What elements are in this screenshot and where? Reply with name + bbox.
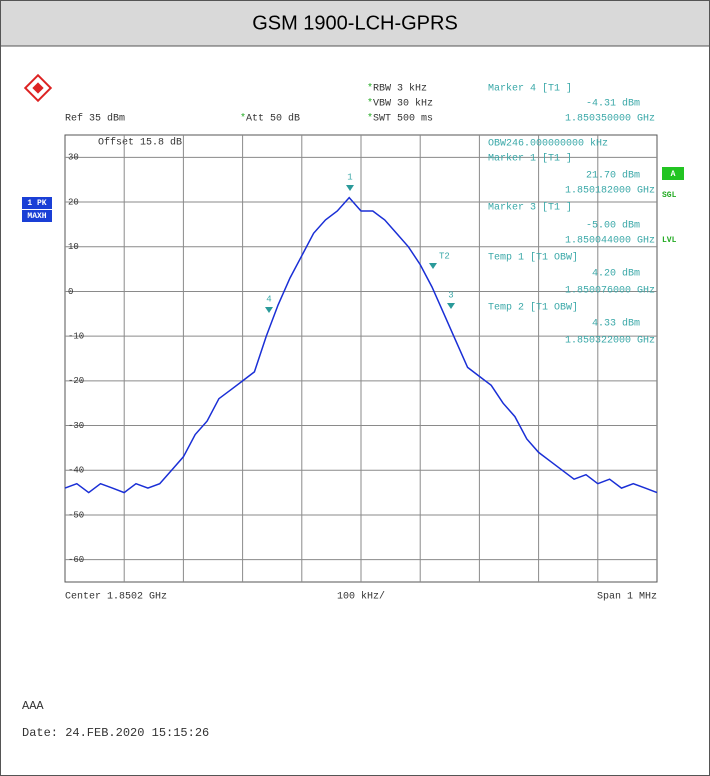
y-tick-label: -50 <box>68 510 84 520</box>
header-band <box>1 1 709 46</box>
marker-info: Marker 3 [T1 ] <box>488 202 572 214</box>
trace-label: 1 PK <box>27 199 46 208</box>
sgl: SGL <box>662 191 677 200</box>
star: * <box>240 113 246 125</box>
star: * <box>367 113 373 125</box>
y-tick-label: -10 <box>68 332 84 342</box>
marker-info: 21.70 dBm <box>586 170 640 182</box>
title: GSM 1900-LCH-GPRS <box>252 12 458 34</box>
marker-info: Marker 1 [T1 ] <box>488 153 572 165</box>
marker-info: Temp 1 [T1 OBW] <box>488 252 578 264</box>
marker-label: 1 <box>347 172 352 182</box>
marker-info: 4.20 dBm <box>592 268 640 280</box>
y-tick-label: -60 <box>68 555 84 565</box>
y-tick-label: -20 <box>68 376 84 386</box>
rbw: RBW 3 kHz <box>373 83 427 95</box>
marker <box>346 185 354 191</box>
marker-info: -5.00 dBm <box>586 220 640 232</box>
marker-info: 1.850044000 GHz <box>565 236 655 247</box>
y-tick-label: 20 <box>68 197 79 207</box>
lvl: LVL <box>662 236 677 245</box>
star: * <box>367 83 373 95</box>
span: Span 1 MHz <box>597 592 657 603</box>
trace-mode: MAXH <box>27 212 46 221</box>
date: Date: 24.FEB.2020 15:15:26 <box>22 726 209 740</box>
y-tick-label: 0 <box>68 287 73 297</box>
center: Center 1.8502 GHz <box>65 592 167 603</box>
marker-info: 1.850076000 GHz <box>565 286 655 297</box>
marker-info: -4.31 dBm <box>586 98 640 110</box>
marker-info: 1.850322000 GHz <box>565 336 655 347</box>
ref: Ref 35 dBm <box>65 113 125 125</box>
y-tick-label: -40 <box>68 466 84 476</box>
y-tick-label: 30 <box>68 153 79 163</box>
marker <box>447 303 455 309</box>
offset: Offset 15.8 dB <box>98 137 182 149</box>
div: 100 kHz/ <box>337 591 385 603</box>
marker-info: OBW246.000000000 kHz <box>488 138 608 150</box>
marker <box>265 307 273 313</box>
a-box <box>662 167 684 180</box>
swt: SWT 500 ms <box>373 114 433 125</box>
star: * <box>367 98 373 110</box>
marker-label: 3 <box>448 290 453 300</box>
marker-info: Marker 4 [T1 ] <box>488 83 572 95</box>
note: AAA <box>22 699 44 713</box>
vbw: VBW 30 kHz <box>373 98 433 110</box>
marker-info: 4.33 dBm <box>592 318 640 330</box>
marker-info: Temp 2 [T1 OBW] <box>488 302 578 314</box>
trace <box>64 196 658 494</box>
a-label: A <box>671 170 676 179</box>
marker <box>429 263 437 269</box>
y-tick-label: 10 <box>68 242 79 252</box>
marker-label: T2 <box>439 251 450 261</box>
att: Att 50 dB <box>246 113 300 125</box>
marker-label: 4 <box>266 294 271 304</box>
marker-info: 1.850350000 GHz <box>565 114 655 125</box>
y-tick-label: -30 <box>68 421 84 431</box>
trace-box <box>22 210 52 222</box>
marker-info: 1.850182000 GHz <box>565 186 655 197</box>
trace-box <box>22 197 52 209</box>
